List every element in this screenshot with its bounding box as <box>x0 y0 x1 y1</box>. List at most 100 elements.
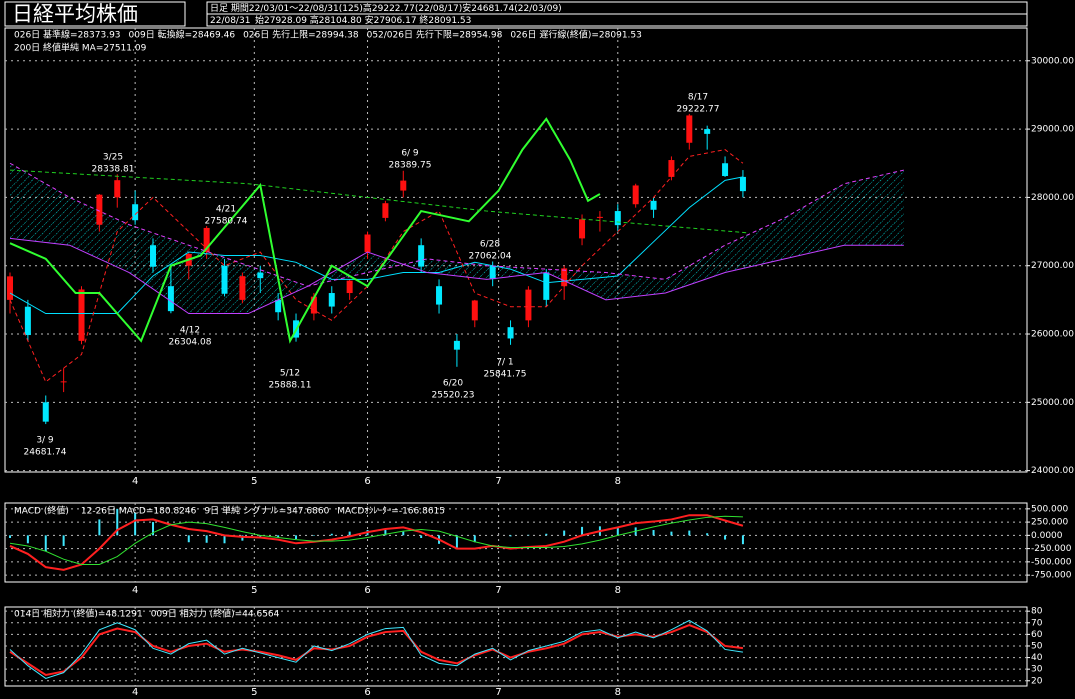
candle-body <box>650 200 657 210</box>
annotation-date: 3/25 <box>103 153 123 163</box>
series-line <box>9 169 749 234</box>
annotation-date: 3/ 9 <box>36 436 54 446</box>
y-tick-label: 28000.00 <box>1031 193 1074 203</box>
info-box <box>206 13 1028 27</box>
series-line <box>9 162 904 287</box>
y-tick-label: 60 <box>1031 630 1043 640</box>
annotation-price: 27062.04 <box>469 252 512 262</box>
ohlc: 始27928.09 高28104.80 安27906.17 終28091.53 <box>255 14 471 26</box>
candle-body <box>203 227 210 253</box>
series-line <box>9 117 601 344</box>
histogram-bar <box>724 535 727 540</box>
candle-body <box>507 327 514 339</box>
x-tick-label: 5 <box>251 687 257 698</box>
candle-body <box>561 268 568 287</box>
x-tick-label: 6 <box>364 687 370 698</box>
candle-body <box>114 180 121 198</box>
candle-body <box>239 276 246 300</box>
histogram-bar <box>652 530 655 536</box>
y-tick-label: 40 <box>1031 653 1043 663</box>
candle-body <box>24 306 31 336</box>
y-tick-label: 25000.00 <box>1031 398 1074 408</box>
candle-body <box>132 204 139 221</box>
histogram-bar <box>312 535 315 536</box>
histogram-bar <box>545 533 548 536</box>
histogram-bar <box>527 534 530 536</box>
candle-body <box>739 176 746 192</box>
series-line <box>9 619 744 680</box>
x-tick-label: 7 <box>495 476 501 487</box>
y-tick-label: 500.000 <box>1031 504 1068 514</box>
x-tick-label: 4 <box>132 476 138 487</box>
y-tick-label: 26000.00 <box>1031 330 1074 340</box>
histogram-bar <box>134 512 137 536</box>
histogram-bar <box>241 535 244 541</box>
histogram-bar <box>688 530 691 536</box>
histogram-bar <box>223 535 226 544</box>
y-tick-label: 70 <box>1031 618 1043 628</box>
y-tick-label: 0.0000 <box>1031 531 1063 541</box>
candle-body <box>167 286 174 312</box>
candle-body <box>543 272 550 300</box>
candle-body <box>686 115 693 143</box>
candle-body <box>614 211 621 226</box>
legend-entry: 009日 転換線=28469.46 <box>129 29 236 41</box>
legend-entry: 026日 先行上限=28994.38 <box>243 29 359 41</box>
histogram-bar <box>509 535 512 537</box>
histogram-bar <box>44 535 47 552</box>
histogram-bar <box>706 533 709 536</box>
cloud <box>10 163 904 314</box>
period: 日足 期間22/03/01～22/08/31(125)高29222.77(22/… <box>210 2 562 14</box>
candle-body <box>668 160 675 177</box>
histogram-bar <box>384 530 387 536</box>
series-line <box>9 515 743 566</box>
x-tick-label: 5 <box>251 476 257 487</box>
x-tick-label: 6 <box>364 585 370 596</box>
annotation-price: 25520.23 <box>432 391 475 401</box>
histogram-bar <box>402 531 405 536</box>
series-line <box>9 149 744 383</box>
histogram-bar <box>455 535 458 548</box>
y-tick-label: 24000.00 <box>1031 466 1074 476</box>
x-tick-label: 8 <box>615 476 621 487</box>
candle-body <box>310 296 317 314</box>
annotation-date: 4/21 <box>216 205 236 215</box>
annotation-price: 25888.11 <box>269 381 312 391</box>
histogram-bar <box>187 535 190 543</box>
annotation-price: 27580.74 <box>205 217 248 227</box>
legend-entry: 009日 相対力 (終値)=44.6564 <box>151 608 280 620</box>
candle-body <box>7 276 13 300</box>
title-box <box>4 1 186 27</box>
legend-entry: 052/026日 先行下限=28954.98 <box>367 29 503 41</box>
legend-entry: 12-26日 MACD=180.8246 <box>81 506 197 517</box>
histogram-bar <box>98 519 101 536</box>
candle-body <box>704 129 711 134</box>
histogram-bar <box>473 535 476 543</box>
candle-body <box>722 163 729 177</box>
candle-body <box>78 289 85 341</box>
legend-entry: 026日 基準線=28373.93 <box>14 29 121 41</box>
histogram-bar <box>26 535 29 544</box>
annotation-date: 6/ 9 <box>401 149 419 159</box>
x-tick-label: 7 <box>495 687 501 698</box>
annotation-date: 7/ 1 <box>496 358 513 368</box>
histogram-bar <box>277 535 280 538</box>
histogram-bar <box>9 535 11 538</box>
y-tick-label: -750.000 <box>1031 571 1072 581</box>
annotation-date: 6/20 <box>443 379 463 389</box>
histogram-bar <box>62 535 65 546</box>
annotation-date: 5/12 <box>280 369 300 379</box>
legend-entry: 026日 遅行線(終値)=28091.53 <box>510 29 642 41</box>
candle-body <box>436 286 443 305</box>
candle-body <box>328 293 335 307</box>
annotation-price: 28389.75 <box>389 161 432 171</box>
histogram-bar <box>116 508 119 536</box>
y-tick-label: 50 <box>1031 641 1043 651</box>
candle-body <box>471 300 478 321</box>
histogram-bar <box>259 535 262 538</box>
histogram-bar <box>616 527 619 536</box>
series-line <box>9 237 904 315</box>
